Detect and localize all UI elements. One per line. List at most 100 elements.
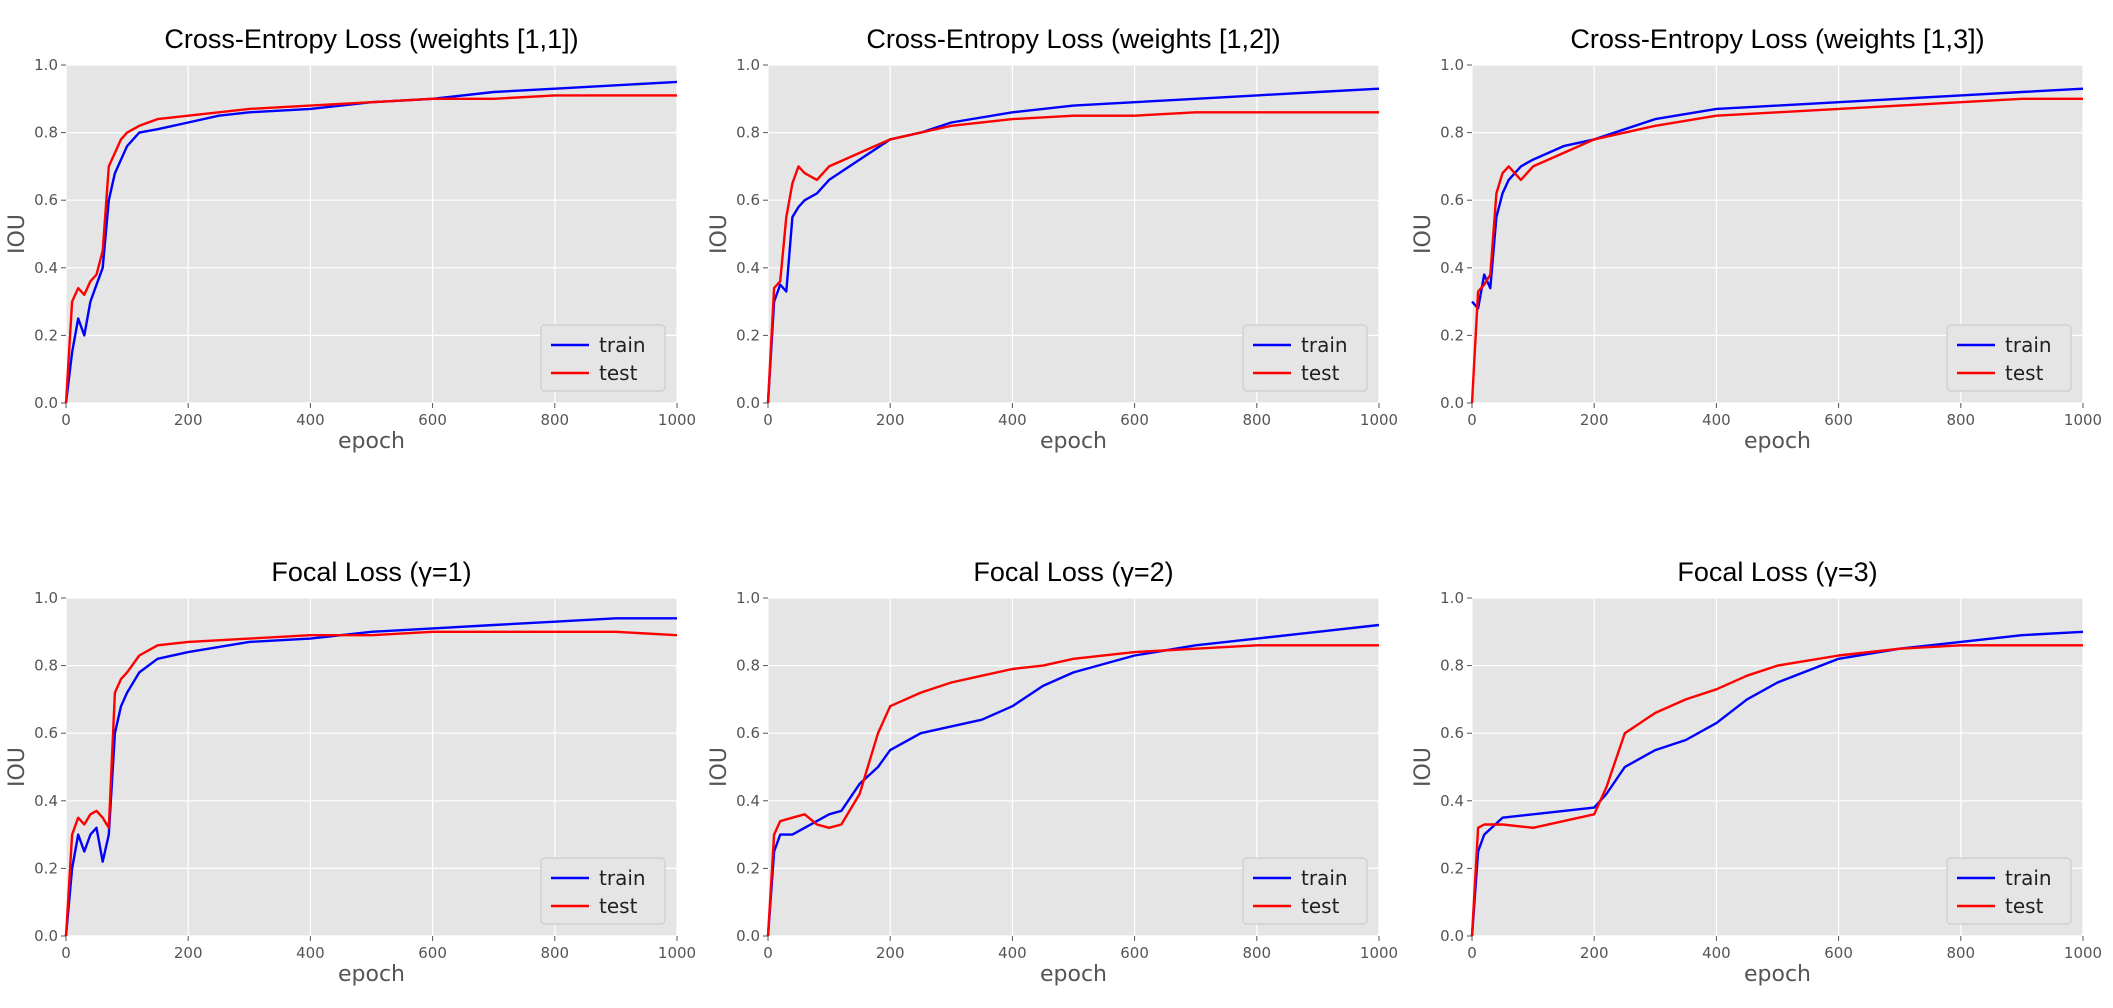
x-axis-label: epoch xyxy=(338,962,405,987)
x-tick-label: 1000 xyxy=(1360,944,1398,962)
legend: train test xyxy=(540,324,666,392)
x-axis-label: epoch xyxy=(1744,429,1811,454)
x-axis-label: epoch xyxy=(1040,429,1107,454)
x-tick-label: 400 xyxy=(296,411,325,429)
legend-box xyxy=(540,324,666,392)
y-axis-label: IOU xyxy=(707,214,732,254)
x-tick-label: 600 xyxy=(1824,411,1853,429)
x-tick-label: 800 xyxy=(1242,411,1271,429)
x-tick-label: 600 xyxy=(1120,411,1149,429)
y-tick-label: 0.0 xyxy=(34,394,58,412)
y-tick-label: 0.0 xyxy=(736,394,760,412)
x-tick-label: 400 xyxy=(1702,944,1731,962)
x-tick-label: 400 xyxy=(296,944,325,962)
x-tick-label: 200 xyxy=(174,411,203,429)
x-axis-label: epoch xyxy=(1040,962,1107,987)
x-tick-label: 400 xyxy=(998,411,1027,429)
x-tick-label: 200 xyxy=(876,411,905,429)
y-tick-label: 0.8 xyxy=(736,124,760,142)
series-line-test xyxy=(766,644,1379,937)
y-tick-label: 0.0 xyxy=(1440,394,1464,412)
chart-panel-1: 0 200 400 600 800 1000 0.0 0.2 0.4 0.6 0.8 1.0 Cross… xyxy=(5,24,696,454)
y-axis-label: IOU xyxy=(707,747,732,787)
x-tick-label: 1000 xyxy=(2064,411,2102,429)
y-tick-label: 0.8 xyxy=(736,657,760,675)
x-tick-label: 800 xyxy=(540,944,569,962)
legend: train test xyxy=(1242,857,1368,925)
chart-title: Focal Loss (γ=2) xyxy=(973,557,1173,587)
legend-box xyxy=(1946,324,2072,392)
legend-label-train: train xyxy=(1301,333,1348,357)
series-line-test xyxy=(64,94,677,404)
chart-panel-4: 0 200 400 600 800 1000 0.0 0.2 0.4 0.6 0.8 1.0 Focal… xyxy=(5,557,696,987)
series-line-test xyxy=(1470,97,2083,404)
chart-title: Focal Loss (γ=1) xyxy=(271,557,471,587)
series-line-train xyxy=(64,617,677,937)
legend-box xyxy=(1242,857,1368,925)
x-tick-label: 800 xyxy=(1242,944,1271,962)
y-tick-label: 1.0 xyxy=(736,56,760,74)
x-tick-label: 1000 xyxy=(1360,411,1398,429)
x-tick-label: 200 xyxy=(1580,944,1609,962)
x-tick-label: 600 xyxy=(418,411,447,429)
legend-label-train: train xyxy=(2005,866,2052,890)
series-line-train xyxy=(766,87,1380,404)
y-tick-label: 0.2 xyxy=(1440,859,1464,877)
chart-title: Focal Loss (γ=3) xyxy=(1677,557,1877,587)
x-axis-label: epoch xyxy=(1744,962,1811,987)
x-tick-label: 200 xyxy=(876,944,905,962)
legend-box xyxy=(1242,324,1368,392)
x-tick-label: 400 xyxy=(1702,411,1731,429)
x-tick-label: 200 xyxy=(1580,411,1609,429)
x-tick-label: 600 xyxy=(1120,944,1149,962)
y-tick-label: 1.0 xyxy=(34,589,58,607)
y-tick-label: 0.4 xyxy=(34,792,58,810)
x-tick-label: 800 xyxy=(1946,944,1975,962)
y-tick-label: 0.2 xyxy=(736,326,760,344)
x-tick-label: 1000 xyxy=(2064,944,2102,962)
x-tick-label: 600 xyxy=(1824,944,1853,962)
legend-label-train: train xyxy=(599,866,646,890)
chart-panel-5: 0 200 400 600 800 1000 0.0 0.2 0.4 0.6 0.8 1.0 Focal… xyxy=(707,557,1398,987)
legend-label-test: test xyxy=(2005,894,2044,918)
x-tick-label: 200 xyxy=(174,944,203,962)
y-tick-label: 0.4 xyxy=(736,792,760,810)
x-tick-label: 1000 xyxy=(658,411,696,429)
chart-panel-3: 0 200 400 600 800 1000 0.0 0.2 0.4 0.6 0.8 1.0 Cross… xyxy=(1411,24,2102,454)
y-tick-label: 0.8 xyxy=(34,657,58,675)
legend-label-train: train xyxy=(2005,333,2052,357)
y-tick-label: 1.0 xyxy=(1440,56,1464,74)
y-tick-label: 0.6 xyxy=(1440,191,1464,209)
y-tick-label: 0.4 xyxy=(34,259,58,277)
chart-title: Cross-Entropy Loss (weights [1,3]) xyxy=(1570,24,1984,54)
chart-panel-2: 0 200 400 600 800 1000 0.0 0.2 0.4 0.6 0.8 1.0 Cross… xyxy=(707,24,1398,454)
y-tick-label: 0.6 xyxy=(1440,724,1464,742)
legend-label-test: test xyxy=(2005,361,2044,385)
legend: train test xyxy=(1242,324,1368,392)
legend: train test xyxy=(1946,324,2072,392)
x-tick-label: 400 xyxy=(998,944,1027,962)
series-line-train xyxy=(64,80,678,404)
y-tick-label: 0.6 xyxy=(736,191,760,209)
y-tick-label: 1.0 xyxy=(1440,589,1464,607)
y-axis-label: IOU xyxy=(5,747,30,787)
y-tick-label: 0.8 xyxy=(1440,657,1464,675)
y-axis-label: IOU xyxy=(5,214,30,254)
y-tick-label: 0.2 xyxy=(736,859,760,877)
y-tick-label: 0.6 xyxy=(34,191,58,209)
y-tick-label: 1.0 xyxy=(34,56,58,74)
legend-label-train: train xyxy=(1301,866,1348,890)
y-tick-label: 0.6 xyxy=(736,724,760,742)
x-tick-label: 0 xyxy=(763,944,773,962)
chart-panel-6: 0 200 400 600 800 1000 0.0 0.2 0.4 0.6 0.8 1.0 Focal… xyxy=(1411,557,2102,987)
legend-label-test: test xyxy=(599,894,638,918)
legend-box xyxy=(1946,857,2072,925)
x-tick-label: 1000 xyxy=(658,944,696,962)
legend-label-test: test xyxy=(1301,894,1340,918)
y-tick-label: 0.4 xyxy=(1440,792,1464,810)
series-line-test xyxy=(1470,644,2083,937)
y-tick-label: 0.2 xyxy=(34,859,58,877)
y-tick-label: 0.2 xyxy=(1440,326,1464,344)
legend: train test xyxy=(1946,857,2072,925)
